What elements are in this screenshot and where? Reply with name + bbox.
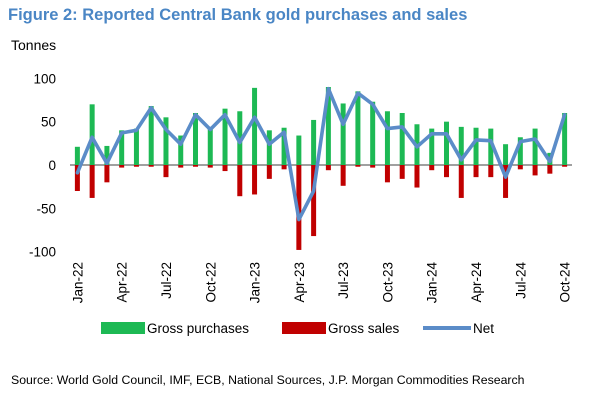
x-tick-label: Oct-23	[380, 262, 395, 303]
gross-sales-bar	[458, 165, 464, 198]
gross-sales-bar	[414, 165, 420, 188]
gross-purchases-bar	[281, 127, 287, 165]
gross-sales-bar	[547, 165, 553, 174]
gross-purchases-bar	[119, 130, 125, 165]
x-tick-label: Apr-23	[292, 262, 307, 303]
gross-sales-bar	[178, 165, 184, 168]
y-axis-label: Tonnes	[11, 37, 57, 53]
legend-label-gross-sales: Gross sales	[328, 321, 400, 336]
y-tick-label: 0	[48, 158, 56, 173]
gross-purchases-bar	[517, 137, 523, 165]
gross-purchases-bar	[562, 112, 568, 165]
x-tick-label: Jan-24	[425, 262, 440, 304]
x-tick-label: Jul-24	[513, 262, 528, 299]
x-tick-label: Apr-22	[115, 262, 130, 303]
gross-sales-bar	[237, 165, 243, 197]
gross-sales-bar	[104, 165, 110, 183]
y-tick-label: -50	[36, 201, 56, 216]
net-line	[75, 86, 567, 222]
gross-sales-bar	[517, 165, 523, 170]
gross-sales-bar	[74, 165, 80, 192]
gross-purchases-bar	[133, 128, 139, 165]
gross-sales-bar	[207, 165, 213, 168]
gross-sales-bar	[325, 165, 331, 171]
x-tick-label: Jan-22	[70, 262, 85, 303]
x-tick-label: Oct-24	[558, 262, 573, 303]
gross-sales-bar	[562, 165, 568, 167]
gross-purchases-bar	[532, 128, 538, 165]
gross-sales-bar	[222, 165, 228, 172]
gross-purchases-bar	[458, 126, 464, 165]
gross-sales-bar	[473, 165, 479, 178]
gross-purchases-bar	[399, 112, 405, 165]
gross-purchases-bar	[266, 130, 272, 165]
gross-purchases-bar	[503, 144, 509, 165]
x-tick-label: Apr-24	[469, 262, 484, 303]
x-tick-label: Jan-23	[248, 262, 263, 303]
gross-purchases-bar	[207, 126, 213, 165]
gross-sales-bar	[370, 165, 376, 168]
y-tick-label: -100	[29, 245, 56, 260]
gross-sales-bar	[133, 165, 139, 167]
gross-sales-bar	[429, 165, 435, 171]
source-note: Source: World Gold Council, IMF, ECB, Na…	[11, 373, 525, 387]
gross-purchases-bar	[355, 91, 361, 165]
gross-sales-bar	[384, 165, 390, 183]
gross-sales-bar	[163, 165, 169, 178]
gross-sales-bar	[89, 165, 95, 198]
gross-sales-bar	[296, 165, 302, 250]
gross-purchases-bar	[178, 135, 184, 165]
gross-sales-bar	[252, 165, 258, 195]
gross-sales-bar	[355, 165, 361, 167]
gross-sales-bar	[281, 165, 287, 170]
legend-swatch-gross-purchases	[101, 322, 145, 334]
gross-purchases-bar	[104, 145, 110, 165]
gross-purchases-bar	[163, 117, 169, 165]
gross-purchases-bar	[370, 101, 376, 165]
gross-purchases-bar	[74, 146, 80, 165]
legend-label-net: Net	[473, 321, 494, 336]
gross-purchases-bar	[252, 87, 258, 165]
gross-sales-bar	[444, 165, 449, 178]
gross-sales-bar	[266, 165, 272, 179]
gross-sales-bar	[148, 165, 154, 167]
gross-sales-bar	[340, 165, 346, 186]
gross-purchases-bar	[384, 111, 390, 165]
gross-purchases-bar	[429, 128, 435, 165]
gross-purchases-bar	[311, 119, 317, 165]
chart-title: Figure 2: Reported Central Bank gold pur…	[8, 6, 468, 24]
gross-sales-bar	[399, 165, 405, 179]
gross-purchases-bar	[148, 106, 154, 165]
gross-purchases-bar	[222, 108, 228, 165]
x-tick-label: Jul-23	[336, 262, 351, 299]
gross-sales-bar	[503, 165, 509, 198]
gross-purchases-bar	[193, 112, 198, 165]
gross-purchases-bar	[296, 135, 302, 165]
legend-label-gross-purchases: Gross purchases	[147, 321, 249, 336]
legend-swatch-gross-sales	[282, 322, 326, 334]
gross-sales-bar	[532, 165, 538, 176]
gross-purchases-bar	[488, 128, 494, 165]
x-tick-label: Jul-22	[159, 262, 174, 299]
y-tick-label: 50	[41, 115, 56, 130]
gross-sales-bar	[488, 165, 494, 178]
gross-purchases-bar	[237, 111, 243, 165]
gross-sales-bar	[311, 165, 317, 237]
x-tick-label: Oct-22	[203, 262, 218, 303]
gross-purchases-bar	[340, 103, 346, 165]
gross-sales-bar	[119, 165, 125, 168]
gross-sales-bar	[193, 165, 198, 167]
gross-purchases-bar	[89, 104, 95, 165]
y-tick-label: 100	[33, 71, 56, 86]
gross-purchases-bar	[444, 121, 449, 165]
gross-purchases-bar	[473, 127, 479, 165]
gross-purchases-bar	[325, 86, 331, 165]
